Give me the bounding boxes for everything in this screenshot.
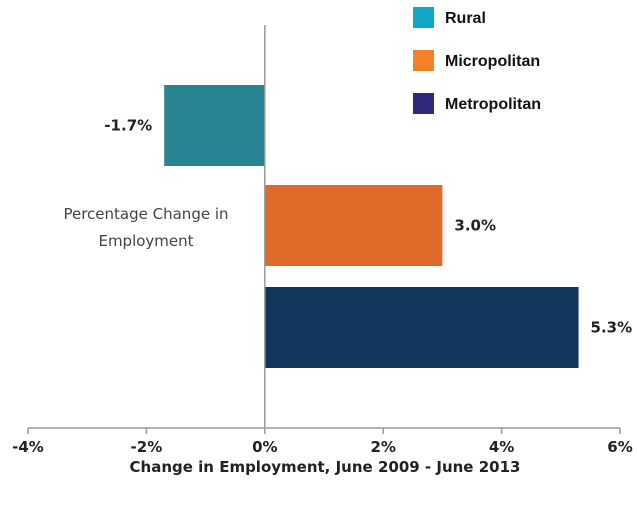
x-tick-label: 6% — [607, 438, 632, 456]
legend-swatch-metropolitan — [413, 93, 434, 114]
data-label-micropolitan: 3.0% — [454, 217, 496, 235]
x-tick-label: -4% — [12, 438, 44, 456]
legend: Rural Micropolitan Metropolitan — [413, 7, 541, 114]
x-axis-title: Change in Employment, June 2009 - June 2… — [130, 458, 521, 476]
data-labels-group: -1.7% 3.0% 5.3% — [104, 117, 632, 337]
bars-group — [164, 85, 579, 368]
x-tick-label: 2% — [370, 438, 395, 456]
x-tick-label: -2% — [131, 438, 163, 456]
bar-metropolitan — [264, 287, 579, 368]
legend-swatch-micropolitan — [413, 50, 434, 71]
x-axis-ticks: -4% -2% 0% 2% 4% 6% — [12, 428, 633, 456]
bar-rural — [164, 85, 265, 166]
legend-label-metropolitan: Metropolitan — [445, 96, 541, 113]
category-label-line-1: Percentage Change in — [63, 205, 228, 223]
x-tick-label: 0% — [252, 438, 277, 456]
bar-micropolitan — [264, 185, 443, 266]
data-label-rural: -1.7% — [104, 117, 152, 135]
category-label-line-2: Employment — [98, 232, 193, 250]
legend-label-micropolitan: Micropolitan — [445, 53, 540, 70]
category-label: Percentage Change in Employment — [63, 205, 228, 250]
x-tick-label: 4% — [489, 438, 514, 456]
data-label-metropolitan: 5.3% — [591, 319, 633, 337]
legend-label-rural: Rural — [445, 10, 486, 27]
legend-swatch-rural — [413, 7, 434, 28]
